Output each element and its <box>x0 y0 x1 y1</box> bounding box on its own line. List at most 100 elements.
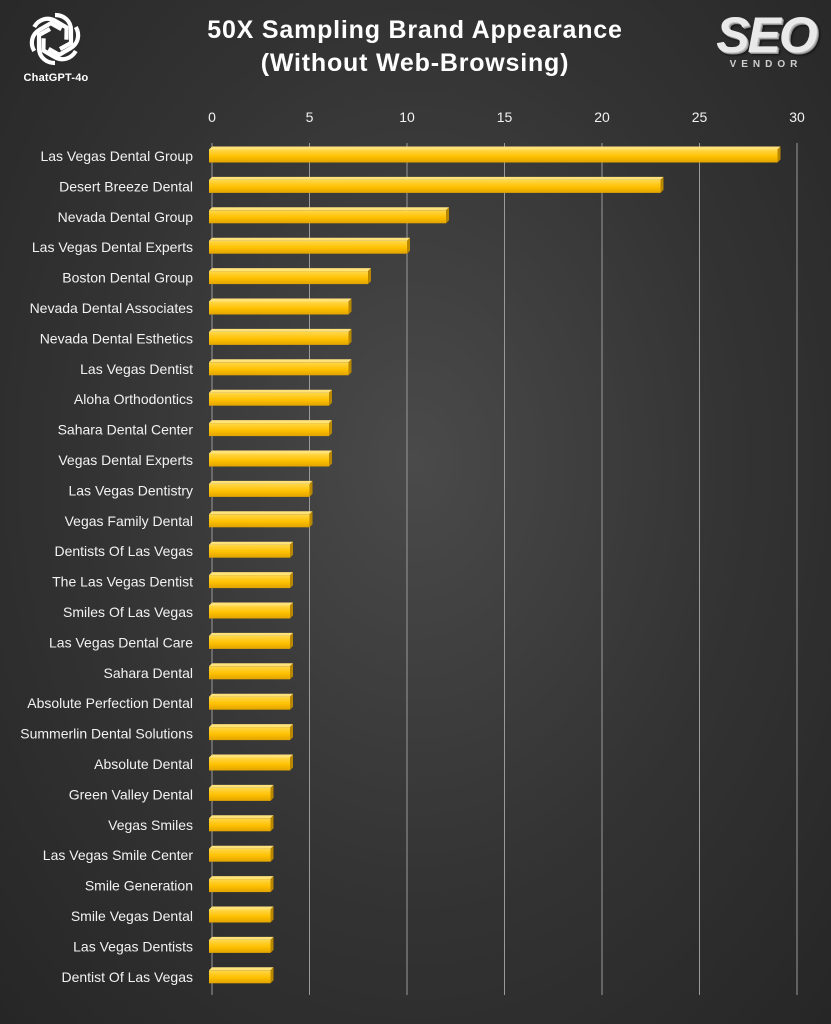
bar-top-face <box>209 146 781 150</box>
bar-side-face <box>270 784 274 801</box>
bar-side-face <box>348 359 352 376</box>
bar <box>209 845 274 862</box>
bar <box>209 663 293 680</box>
bar-top-face <box>209 268 371 272</box>
category-label: Aloha Orthodontics <box>74 391 193 407</box>
chart-title: 50X Sampling Brand Appearance (Without W… <box>150 14 680 80</box>
bar-top-face <box>209 815 274 819</box>
bar-front-face <box>209 149 778 163</box>
bar <box>209 268 371 285</box>
seo-logo-word: SEO <box>716 7 818 63</box>
bar-side-face <box>290 602 293 619</box>
bar-front-face <box>209 362 349 376</box>
category-label: Nevada Dental Associates <box>30 300 193 316</box>
bar-front-face <box>209 301 349 315</box>
bar-side-face <box>368 268 371 285</box>
seo-vendor-logo: SEO VENDOR <box>716 7 818 74</box>
bar-side-face <box>329 420 332 437</box>
bar-front-face <box>209 818 271 832</box>
bar <box>209 602 293 619</box>
bar <box>209 511 313 528</box>
bar-top-face <box>209 207 449 211</box>
bar-side-face <box>309 511 313 528</box>
bar-front-face <box>209 666 290 680</box>
bar-top-face <box>209 754 293 758</box>
bar-top-face <box>209 480 313 484</box>
bar-top-face <box>209 967 274 971</box>
category-label: Sahara Dental Center <box>58 422 194 438</box>
seo-logo-sub: VENDOR <box>729 59 803 70</box>
bar-top-face <box>209 693 293 697</box>
bar <box>209 754 293 771</box>
category-label: Las Vegas Smile Center <box>43 847 194 863</box>
category-label: Las Vegas Dental Experts <box>32 239 193 255</box>
category-label: The Las Vegas Dentist <box>52 574 193 590</box>
bar-side-face <box>270 936 274 953</box>
x-tick-label: 5 <box>306 109 314 125</box>
bar-front-face <box>209 392 329 406</box>
bar <box>209 450 332 467</box>
bar-front-face <box>209 483 310 497</box>
bar <box>209 967 274 984</box>
category-label: Vegas Smiles <box>108 817 193 833</box>
bar-side-face <box>348 298 352 315</box>
bar-front-face <box>209 240 407 254</box>
x-tick-label: 0 <box>208 109 216 125</box>
bar <box>209 237 410 254</box>
bar-front-face <box>209 879 271 893</box>
bar-top-face <box>209 632 293 636</box>
chart-title-line1: 50X Sampling Brand Appearance <box>207 16 623 44</box>
bar-top-face <box>209 602 293 606</box>
bar-top-face <box>209 511 313 515</box>
chatgpt-logo: ChatGPT-4o <box>18 8 94 86</box>
category-label: Green Valley Dental <box>69 786 193 802</box>
bar-side-face <box>777 146 781 163</box>
bar-front-face <box>209 271 368 285</box>
category-label: Sahara Dental <box>103 665 193 681</box>
bar <box>209 876 274 893</box>
bar-side-face <box>329 450 332 467</box>
bar-side-face <box>446 207 449 224</box>
x-tick-label: 25 <box>692 109 708 125</box>
bar-top-face <box>209 784 274 788</box>
bar-side-face <box>290 724 293 741</box>
bar <box>209 572 293 589</box>
bar-top-face <box>209 541 293 545</box>
bar-front-face <box>209 757 290 771</box>
bar-front-face <box>209 909 271 923</box>
category-label: Absolute Dental <box>94 756 193 772</box>
category-label: Las Vegas Dentists <box>73 938 193 954</box>
bar-side-face <box>290 663 293 680</box>
x-tick-label: 20 <box>594 109 610 125</box>
bar-front-face <box>209 423 329 437</box>
bar-front-face <box>209 575 290 589</box>
bar-side-face <box>660 176 664 193</box>
chart-title-line2: (Without Web-Browsing) <box>260 49 570 77</box>
category-label: Desert Breeze Dental <box>59 178 193 194</box>
bar-side-face <box>290 541 293 558</box>
bar <box>209 328 352 345</box>
bar-side-face <box>407 237 410 254</box>
bar <box>209 176 664 193</box>
bar-side-face <box>270 815 274 832</box>
bar-top-face <box>209 572 293 576</box>
category-label: Nevada Dental Group <box>58 209 194 225</box>
openai-knot-icon <box>29 12 81 66</box>
category-label: Smiles Of Las Vegas <box>63 604 193 620</box>
x-tick-label: 10 <box>399 109 415 125</box>
bar <box>209 693 293 710</box>
bar-top-face <box>209 420 332 424</box>
x-tick-label: 15 <box>497 109 513 125</box>
bar-front-face <box>209 787 271 801</box>
bar-side-face <box>290 632 293 649</box>
category-label: Smile Generation <box>85 878 193 894</box>
bar <box>209 906 274 923</box>
category-label: Dentist Of Las Vegas <box>61 969 193 985</box>
bar <box>209 359 352 376</box>
bar-top-face <box>209 663 293 667</box>
category-label: Vegas Dental Experts <box>58 452 193 468</box>
category-label: Smile Vegas Dental <box>71 908 193 924</box>
bar-side-face <box>290 693 293 710</box>
bar-top-face <box>209 389 332 393</box>
